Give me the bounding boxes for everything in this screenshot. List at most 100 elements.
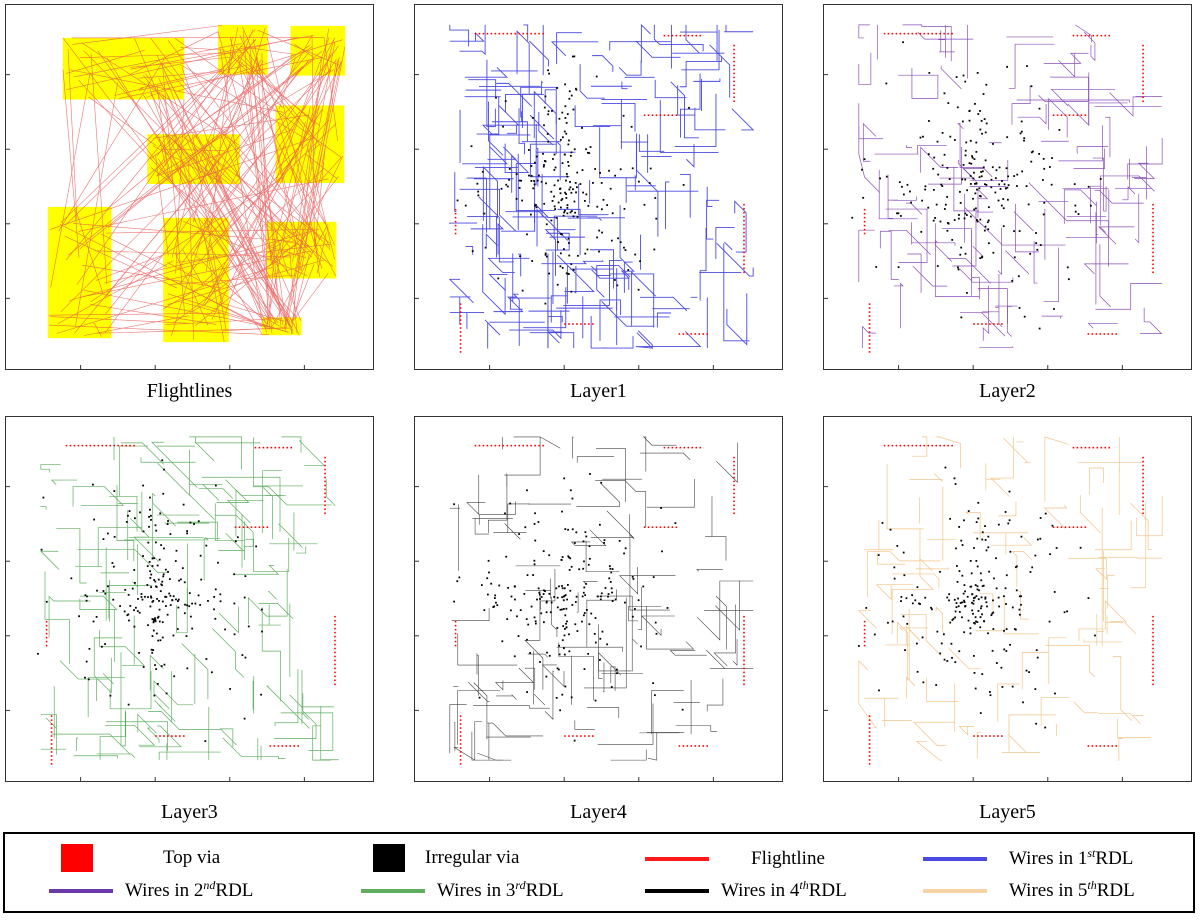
irregular-via [916, 670, 919, 673]
wire [697, 580, 754, 641]
irregular-via [990, 186, 993, 189]
top-via [534, 32, 536, 35]
wire [1134, 162, 1156, 179]
irregular-via [969, 632, 972, 635]
irregular-via [1036, 248, 1039, 251]
irregular-via [951, 239, 954, 241]
irregular-via [968, 162, 971, 165]
top-via [459, 759, 462, 761]
wire [912, 721, 955, 746]
irregular-via [957, 597, 959, 600]
irregular-via [1043, 167, 1046, 170]
irregular-via [186, 604, 188, 607]
wire [1087, 323, 1118, 329]
irregular-via [1030, 151, 1033, 154]
wire [585, 540, 620, 573]
wire [858, 660, 877, 728]
top-via [1092, 34, 1095, 37]
irregular-via [586, 151, 589, 154]
irregular-via [611, 212, 614, 215]
wire [938, 24, 946, 58]
flightline [56, 266, 274, 334]
wire [512, 293, 520, 346]
irregular-via [609, 580, 612, 583]
irregular-via [161, 459, 164, 462]
irregular-via [157, 615, 160, 618]
wire [454, 172, 457, 213]
irregular-via [584, 594, 587, 597]
top-via [907, 32, 910, 35]
top-via [947, 32, 949, 35]
flightline [271, 224, 328, 327]
irregular-via [147, 596, 149, 599]
wire [596, 265, 631, 298]
top-via [334, 619, 336, 622]
flightline [73, 43, 242, 78]
top-via [1142, 76, 1144, 79]
irregular-via [976, 72, 979, 74]
irregular-via [519, 609, 522, 612]
irregular-via [940, 642, 943, 645]
top-via [324, 460, 326, 463]
top-via [733, 468, 735, 471]
wire [449, 31, 485, 42]
flightline [231, 27, 239, 58]
legend-item-flightline: Flightline [645, 848, 825, 870]
irregular-via [169, 594, 172, 597]
top-via [50, 755, 53, 757]
wire [926, 677, 959, 702]
irregular-via [561, 266, 564, 269]
irregular-via [506, 185, 509, 188]
flightline [242, 70, 331, 248]
irregular-via [1003, 183, 1006, 186]
wire [1105, 116, 1111, 158]
wire [636, 133, 659, 237]
flightline [205, 138, 291, 234]
irregular-via [569, 211, 572, 214]
wire [77, 549, 169, 573]
irregular-via [984, 539, 987, 541]
top-via [743, 207, 745, 210]
irregular-via [581, 169, 584, 171]
irregular-via [987, 535, 990, 538]
irregular-via [555, 217, 558, 219]
irregular-via [531, 116, 534, 119]
top-via [887, 32, 890, 35]
irregular-via [921, 199, 923, 202]
wire [464, 67, 508, 78]
irregular-via [995, 662, 998, 664]
irregular-via [542, 593, 545, 595]
irregular-via [1034, 688, 1037, 690]
top-via [334, 667, 336, 670]
top-via [743, 239, 745, 242]
irregular-via [155, 586, 158, 588]
flightline [174, 161, 213, 222]
irregular-via [1015, 589, 1018, 592]
irregular-via [200, 578, 203, 581]
irregular-via [956, 580, 959, 583]
irregular-via [946, 196, 949, 198]
irregular-via [959, 253, 962, 256]
top-via [334, 675, 336, 678]
top-via [743, 211, 745, 214]
irregular-via [561, 111, 564, 114]
irregular-via [891, 620, 894, 623]
irregular-via [639, 260, 641, 263]
irregular-via [155, 529, 158, 532]
top-via [733, 88, 735, 91]
irregular-via [985, 549, 988, 552]
irregular-via [688, 106, 690, 109]
top-via [1152, 255, 1154, 258]
wire [195, 436, 261, 444]
irregular-via [516, 615, 518, 618]
wire [1132, 146, 1147, 200]
irregular-via [1036, 656, 1039, 659]
irregular-via [568, 254, 571, 257]
irregular-via [887, 621, 889, 624]
layer5-plot [824, 436, 1163, 781]
flightline [130, 56, 232, 68]
irregular-via [533, 180, 535, 182]
top-via [1060, 526, 1063, 528]
top-via [868, 339, 871, 341]
irregular-via [1005, 603, 1007, 605]
